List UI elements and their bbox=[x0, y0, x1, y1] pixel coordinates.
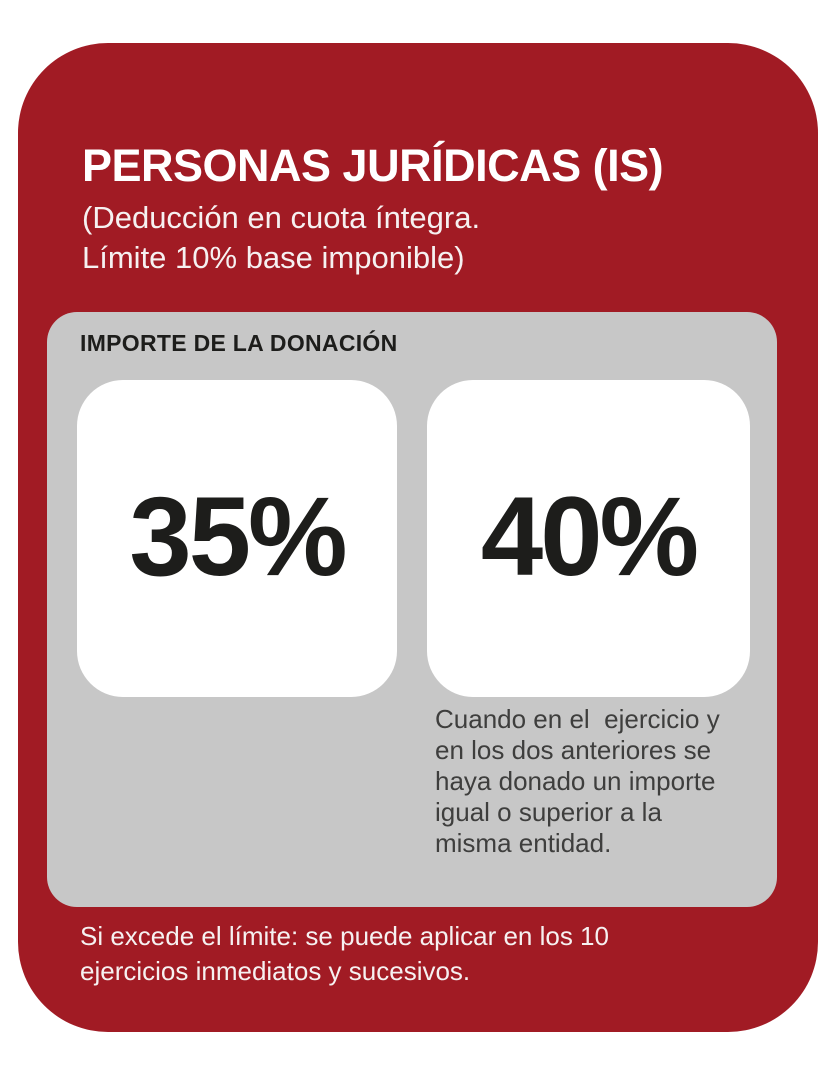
percentage-value-35: 35% bbox=[129, 474, 347, 599]
subtitle-line-1: (Deducción en cuota íntegra. bbox=[82, 200, 481, 235]
percentage-card-40: 40% bbox=[427, 380, 750, 697]
page-title: PERSONAS JURÍDICAS (IS) bbox=[82, 140, 664, 191]
donation-panel: IMPORTE DE LA DONACIÓN 35% 40% Cuando en… bbox=[47, 312, 777, 907]
red-background-card: PERSONAS JURÍDICAS (IS) (Deducción en cu… bbox=[18, 43, 818, 1032]
excess-limit-footer-note: Si excede el límite: se puede aplicar en… bbox=[80, 921, 609, 986]
page-subtitle: (Deducción en cuota íntegra. Límite 10% … bbox=[82, 198, 480, 278]
percentage-value-40: 40% bbox=[480, 474, 699, 599]
percentage-card-35: 35% bbox=[77, 380, 397, 697]
subtitle-line-2: Límite 10% base imponible) bbox=[82, 240, 465, 275]
donation-panel-header: IMPORTE DE LA DONACIÓN bbox=[80, 330, 398, 356]
percentage-40-condition-note: Cuando en el ejercicio y en los dos ante… bbox=[435, 704, 720, 858]
